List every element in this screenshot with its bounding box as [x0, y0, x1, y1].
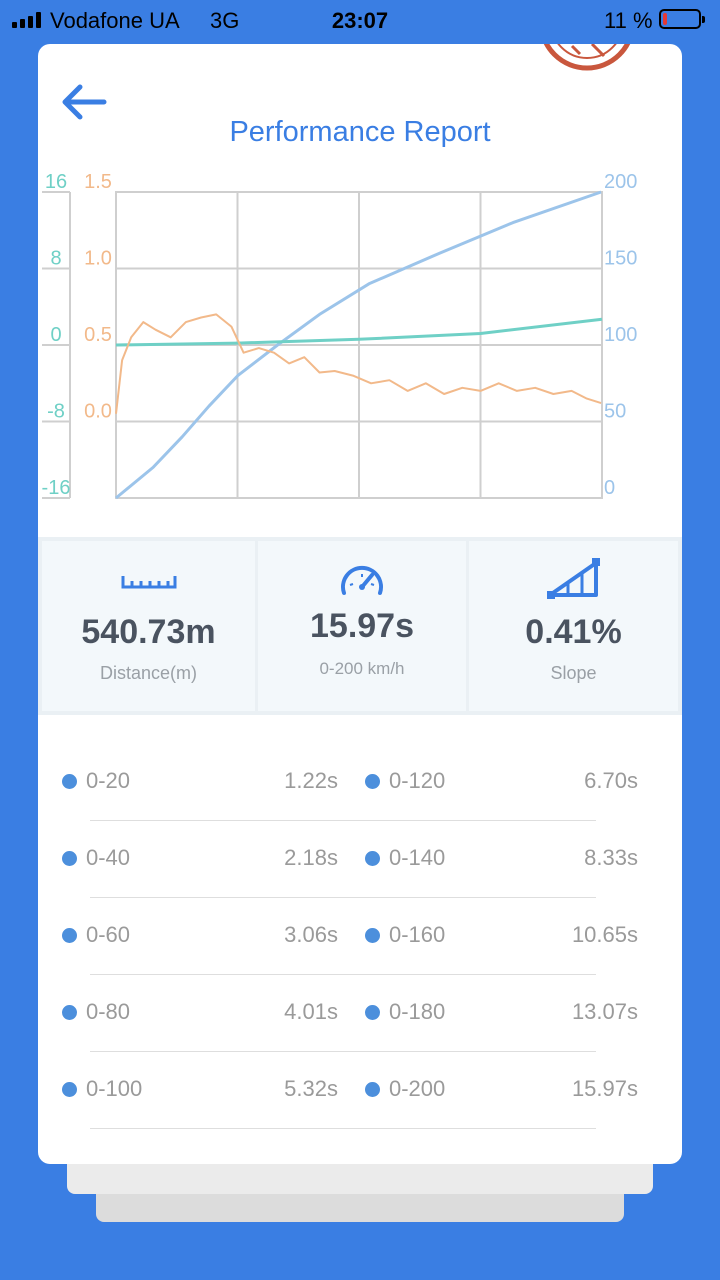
split-time: 6.70s [584, 768, 638, 793]
status-bar: Vodafone UA 3G 23:07 11 % [0, 0, 720, 40]
split-time: 2.18s [284, 845, 338, 870]
speed-tick-label: 150 [604, 248, 637, 270]
speedometer-icon [258, 563, 466, 597]
speed-tick-label: 0 [604, 477, 615, 499]
split-item-0-100: 0-100 5.32s [62, 1076, 338, 1106]
acceleration-series-line [115, 313, 602, 414]
bullet-dot-icon [62, 774, 77, 789]
speed-tick-label: 100 [604, 324, 637, 346]
battery-level [663, 13, 667, 25]
stat-distance: 540.73m Distance(m) [42, 541, 255, 711]
stat-acceleration-time: 15.97s 0-200 km/h [258, 541, 466, 711]
split-item-0-60: 0-60 3.06s [62, 922, 338, 952]
bullet-dot-icon [365, 928, 380, 943]
split-row: 0-40 2.18s 0-140 8.33s [38, 821, 682, 898]
split-range: 0-40 [86, 845, 131, 870]
clock: 23:07 [331, 8, 389, 33]
network-type: 3G [210, 8, 240, 33]
battery-percent: 11 % [604, 8, 653, 33]
row-divider [90, 1051, 596, 1052]
stamp-logo [543, 44, 631, 71]
card-stack-back [96, 1190, 624, 1222]
split-time: 10.65s [571, 922, 638, 947]
split-time: 8.33s [584, 845, 638, 870]
split-item-0-20: 0-20 1.22s [62, 768, 338, 798]
split-item-0-120: 0-120 6.70s [365, 768, 638, 798]
slope-tick-label: -16 [42, 477, 71, 499]
acceleration-tick-label: 0.5 [84, 324, 112, 346]
performance-chart-svg: 16 8 0 -8 -16 1.5 1.0 0.5 0.0 200 150 100 50 0 [42, 171, 637, 500]
bullet-dot-icon [62, 851, 77, 866]
split-item-0-180: 0-180 13.07s [365, 999, 638, 1029]
split-time: 5.32s [284, 1076, 338, 1101]
split-range: 0-100 [86, 1076, 143, 1101]
slope-value: 0.41% [525, 613, 622, 651]
split-time: 13.07s [571, 999, 638, 1024]
split-range: 0-160 [389, 922, 446, 947]
bullet-dot-icon [62, 1082, 77, 1097]
acceleration-tick-label: 1.0 [84, 248, 112, 270]
slope-series-line [115, 317, 603, 347]
acceleration-time-label: 0-200 km/h [319, 659, 405, 678]
slope-tick-label: -8 [47, 401, 65, 423]
bullet-dot-icon [62, 928, 77, 943]
bullet-dot-icon [365, 1082, 380, 1097]
stat-slope: 0.41% Slope [469, 541, 678, 711]
split-range: 0-200 [389, 1076, 446, 1101]
bullet-dot-icon [62, 1005, 77, 1020]
bullet-dot-icon [365, 774, 380, 789]
speed-tick-label: 200 [604, 171, 637, 193]
split-item-0-200: 0-200 15.97s [365, 1076, 638, 1106]
slope-label: Slope [550, 663, 597, 683]
arrow-left-icon[interactable] [58, 82, 108, 122]
stats-band: 540.73m Distance(m) 15.97s 0-200 km/h [38, 537, 682, 715]
slope-tick-label: 0 [50, 324, 61, 346]
page-title: Performance Report [229, 116, 491, 148]
split-item-0-40: 0-40 2.18s [62, 845, 338, 875]
split-time: 3.06s [284, 922, 338, 947]
bullet-dot-icon [365, 851, 380, 866]
slope-icon [469, 555, 678, 599]
acceleration-tick-label: 1.5 [84, 171, 112, 193]
distance-label: Distance(m) [99, 663, 197, 683]
carrier-name: Vodafone UA [50, 8, 180, 33]
split-row: 0-20 1.22s 0-120 6.70s [38, 744, 682, 821]
slope-tick-label: 8 [50, 248, 61, 270]
ruler-icon [42, 563, 255, 597]
split-range: 0-120 [389, 768, 446, 793]
split-row: 0-60 3.06s 0-160 10.65s [38, 898, 682, 975]
speed-tick-label: 50 [604, 401, 626, 423]
split-row: 0-100 5.32s 0-200 15.97s [38, 1052, 682, 1129]
card-stack-middle [67, 1160, 653, 1194]
slope-tick-label: 16 [45, 171, 67, 193]
split-item-0-80: 0-80 4.01s [62, 999, 338, 1029]
split-range: 0-80 [86, 999, 131, 1024]
acceleration-time-value: 15.97s [310, 607, 414, 645]
row-divider [90, 897, 596, 898]
acceleration-tick-label: 0.0 [84, 401, 112, 423]
split-range: 0-20 [86, 768, 131, 793]
row-divider [90, 1128, 596, 1129]
split-item-0-140: 0-140 8.33s [365, 845, 638, 875]
row-divider [90, 974, 596, 975]
performance-chart: 16 8 0 -8 -16 1.5 1.0 0.5 0.0 200 150 100 50 0 [38, 164, 682, 509]
split-range: 0-140 [389, 845, 446, 870]
split-range: 0-60 [86, 922, 131, 947]
split-time: 4.01s [284, 999, 338, 1024]
row-divider [90, 820, 596, 821]
bullet-dot-icon [365, 1005, 380, 1020]
split-row: 0-80 4.01s 0-180 13.07s [38, 975, 682, 1052]
split-item-0-160: 0-160 10.65s [365, 922, 638, 952]
split-time: 1.22s [284, 768, 338, 793]
split-time: 15.97s [571, 1076, 638, 1101]
signal-strength-icon [12, 12, 41, 28]
battery-icon [659, 9, 705, 29]
report-card: Performance Report 16 8 0 -8 -16 1.5 1.0 0.5 0.0… [38, 44, 682, 1164]
split-range: 0-180 [389, 999, 446, 1024]
distance-value: 540.73m [81, 613, 216, 651]
speed-series-line [115, 190, 602, 500]
